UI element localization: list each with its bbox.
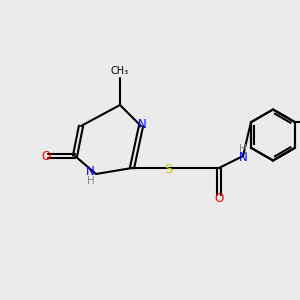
Text: N: N	[138, 118, 147, 131]
Text: H: H	[87, 176, 94, 186]
Text: H: H	[239, 144, 247, 154]
Text: CH₃: CH₃	[111, 65, 129, 76]
Text: O: O	[42, 149, 51, 163]
Text: O: O	[214, 191, 224, 205]
Text: N: N	[238, 151, 247, 164]
Text: N: N	[86, 165, 95, 178]
Text: S: S	[164, 163, 172, 176]
